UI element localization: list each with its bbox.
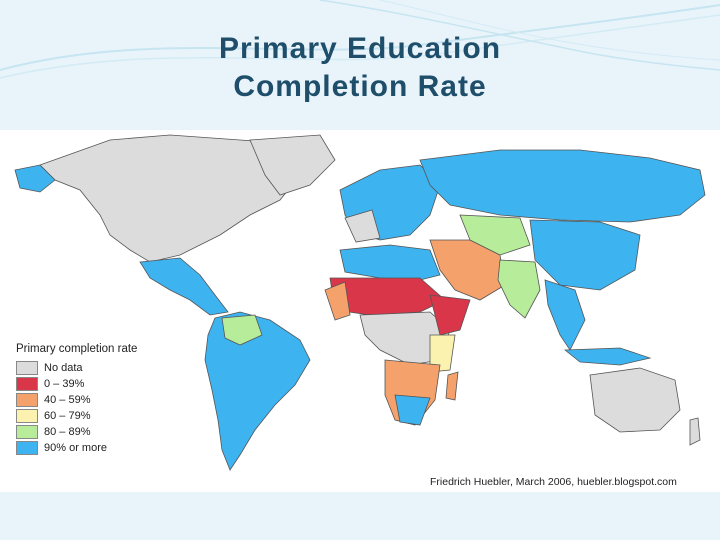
region-indonesia	[563, 347, 652, 366]
region-north-america	[39, 134, 331, 263]
legend-item-1: 0 – 39%	[16, 376, 166, 392]
region-east-africa	[429, 334, 456, 373]
region-russia	[419, 149, 706, 223]
legend-item-4: 80 – 89%	[16, 424, 166, 440]
legend-swatch-3	[16, 409, 38, 423]
region-north-africa	[339, 244, 441, 281]
legend-item-0: No data	[16, 360, 166, 376]
region-colombia-venezuela	[221, 314, 263, 346]
region-australia	[589, 367, 681, 433]
legend-label-4: 80 – 89%	[44, 426, 91, 438]
legend-swatch-5	[16, 441, 38, 455]
region-mexico	[139, 257, 229, 316]
decorative-swoosh	[0, 0, 720, 79]
world-map	[14, 134, 706, 471]
legend-item-5: 90% or more	[16, 440, 166, 456]
region-alaska	[14, 164, 56, 193]
region-southeast-asia	[544, 279, 586, 351]
map-legend: Primary completion rate No data 0 – 39% …	[16, 343, 166, 456]
legend-label-2: 40 – 59%	[44, 394, 91, 406]
title-line-1: Primary Education	[218, 32, 502, 65]
legend-label-0: No data	[44, 362, 83, 374]
legend-label-5: 90% or more	[44, 442, 107, 454]
page-title: Primary Education Completion Rate	[120, 30, 600, 106]
legend-item-3: 60 – 79%	[16, 408, 166, 424]
region-horn-of-africa	[429, 294, 471, 336]
legend-swatch-1	[16, 377, 38, 391]
region-south-africa	[394, 394, 431, 426]
region-india	[497, 259, 541, 319]
legend-item-2: 40 – 59%	[16, 392, 166, 408]
region-china	[529, 219, 641, 291]
title-line-2: Completion Rate	[233, 70, 487, 103]
region-central-africa	[359, 311, 451, 366]
region-central-asia	[459, 214, 531, 256]
region-western-europe-nodata	[344, 209, 381, 243]
legend-label-3: 60 – 79%	[44, 410, 91, 422]
map-credit: Friedrich Huebler, March 2006, huebler.b…	[430, 476, 677, 488]
legend-label-1: 0 – 39%	[44, 378, 85, 390]
title-band: Primary Education Completion Rate	[0, 0, 720, 130]
region-greenland	[249, 134, 336, 196]
legend-swatch-0	[16, 361, 38, 375]
world-map-panel	[0, 130, 720, 492]
legend-title: Primary completion rate	[16, 343, 138, 355]
legend-swatch-2	[16, 393, 38, 407]
region-south-america	[204, 311, 311, 471]
region-west-africa	[324, 281, 351, 321]
legend-swatch-4	[16, 425, 38, 439]
region-madagascar	[445, 371, 459, 401]
region-new-zealand	[689, 417, 701, 446]
